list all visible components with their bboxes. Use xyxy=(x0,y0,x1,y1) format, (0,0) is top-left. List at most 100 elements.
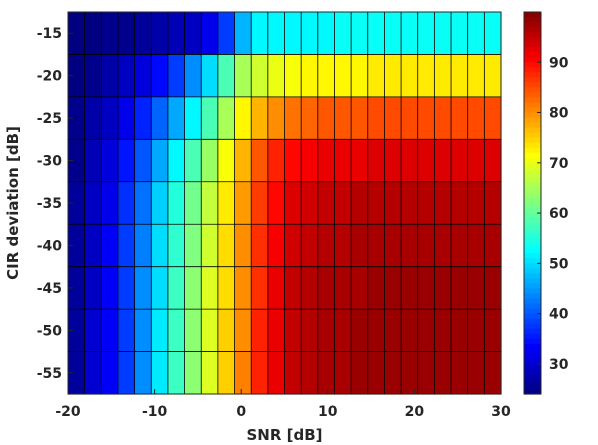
heatmap-cell xyxy=(301,351,319,395)
heatmap-cell xyxy=(434,266,452,310)
heatmap-cell xyxy=(151,139,169,183)
colorbar-segment xyxy=(524,243,541,249)
heatmap-cell xyxy=(117,96,136,140)
heatmap-cell xyxy=(317,54,336,98)
colorbar-segment xyxy=(524,37,541,43)
heatmap-cell xyxy=(234,12,252,56)
heatmap-cell xyxy=(267,96,286,140)
colorbar-segment xyxy=(524,353,541,360)
heatmap-cell xyxy=(234,96,252,140)
heatmap-cell xyxy=(484,54,502,98)
heatmap-cell xyxy=(434,12,452,56)
heatmap-cell xyxy=(84,139,102,183)
heatmap-cell xyxy=(117,12,136,56)
heatmap-cell xyxy=(301,139,319,183)
heatmap-cell xyxy=(451,224,469,268)
heatmap-cell xyxy=(484,266,502,310)
heatmap-cell xyxy=(68,351,86,395)
heatmap-cell xyxy=(401,54,419,98)
heatmap-cell xyxy=(267,266,286,310)
heatmap-cell xyxy=(451,139,469,183)
colorbar-tick-label: 90 xyxy=(549,55,569,71)
heatmap-cell xyxy=(101,309,119,353)
colorbar-segment xyxy=(524,17,541,23)
y-axis-ticks: -15 -20 -25 -30 -35 -40 -45 -50 -55 xyxy=(37,26,73,382)
heatmap-cell xyxy=(84,224,102,268)
colorbar-segment xyxy=(524,218,541,224)
heatmap-cell xyxy=(184,54,202,98)
heatmap-cell xyxy=(367,181,386,225)
heatmap-cell xyxy=(301,266,319,310)
y-tick-label: -45 xyxy=(37,281,62,297)
heatmap-cell xyxy=(117,54,136,98)
colorbar-segment xyxy=(524,338,541,345)
colorbar-segment xyxy=(524,348,541,355)
heatmap-cell xyxy=(367,309,386,353)
colorbar-segment xyxy=(524,12,541,18)
heatmap-cell xyxy=(384,351,402,395)
heatmap-cell xyxy=(201,139,219,183)
heatmap-cell xyxy=(184,309,202,353)
colorbar-segment xyxy=(524,62,541,68)
heatmap-cell xyxy=(117,181,136,225)
heatmap-cell xyxy=(167,96,186,140)
heatmap-cell xyxy=(334,309,352,353)
heatmap-cell xyxy=(351,266,369,310)
colorbar-segment xyxy=(524,172,541,179)
heatmap-cell xyxy=(101,351,119,395)
heatmap-cell xyxy=(334,12,352,56)
x-axis-ticks: -20 -10 0 10 20 30 xyxy=(55,389,511,420)
heatmap-cell xyxy=(117,139,136,183)
colorbar-segment xyxy=(524,192,541,199)
colorbar-frame xyxy=(523,11,542,395)
colorbar-segment xyxy=(524,228,541,234)
heatmap-cell xyxy=(184,266,202,310)
heatmap-cell xyxy=(251,139,269,183)
heatmap-cell xyxy=(317,181,336,225)
heatmap-cell xyxy=(384,309,402,353)
heatmap-cell xyxy=(284,96,302,140)
heatmap-cell xyxy=(351,139,369,183)
x-tick-label: 20 xyxy=(405,404,425,420)
x-tick-label: 0 xyxy=(236,404,246,420)
heatmap-cell xyxy=(484,12,502,56)
heatmap-cell xyxy=(134,96,152,140)
heatmap-cell xyxy=(434,181,452,225)
heatmap-cell xyxy=(251,309,269,353)
heatmap-cell xyxy=(184,96,202,140)
heatmap-cell xyxy=(68,12,86,56)
colorbar-segment xyxy=(524,253,541,259)
colorbar-segment xyxy=(524,238,541,244)
y-axis-label: CIR deviation [dB] xyxy=(4,126,22,280)
heatmap-cell xyxy=(84,12,102,56)
heatmap-cell xyxy=(401,181,419,225)
colorbar-segment xyxy=(524,213,541,219)
heatmap-cell xyxy=(451,266,469,310)
colorbar-segment xyxy=(524,343,541,350)
colorbar-segment xyxy=(524,268,541,274)
colorbar-segment xyxy=(524,308,541,315)
heatmap-cell xyxy=(451,351,469,395)
x-tick-label: 30 xyxy=(491,404,511,420)
heatmap-cell xyxy=(284,266,302,310)
heatmap-cell xyxy=(101,181,119,225)
heatmap-cell xyxy=(401,224,419,268)
heatmap-cell xyxy=(434,139,452,183)
heatmap-cell xyxy=(134,139,152,183)
heatmap-cell xyxy=(467,351,485,395)
heatmap-cell xyxy=(351,96,369,140)
heatmap-cell xyxy=(351,12,369,56)
heatmap-cell xyxy=(101,12,119,56)
heatmap-cell xyxy=(217,224,236,268)
heatmap-cell xyxy=(217,139,236,183)
heatmap-cell xyxy=(434,96,452,140)
heatmap-cell xyxy=(84,266,102,310)
heatmap-cell xyxy=(184,181,202,225)
colorbar-segment xyxy=(524,117,541,124)
heatmap-cell xyxy=(151,181,169,225)
colorbar-segment xyxy=(524,102,541,109)
colorbar-segment xyxy=(524,363,541,370)
colorbar-segment xyxy=(524,77,541,83)
heatmap-cell xyxy=(284,224,302,268)
heatmap-cell xyxy=(367,139,386,183)
